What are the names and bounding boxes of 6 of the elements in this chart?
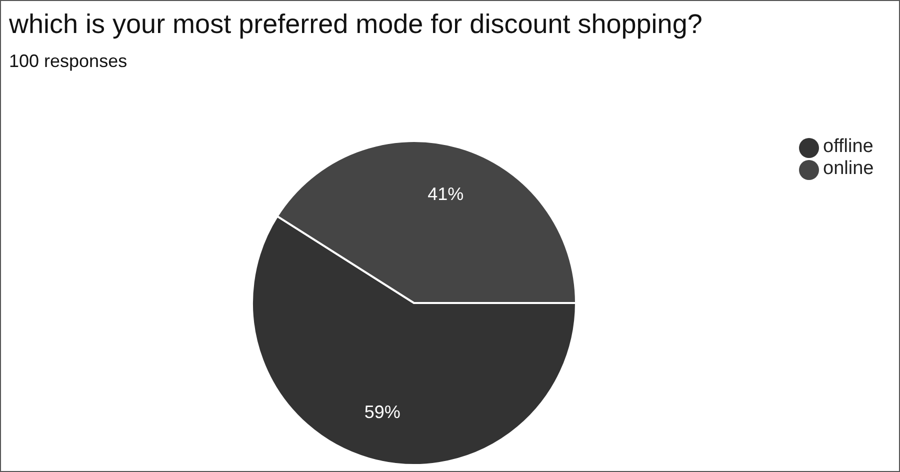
data-label: 41% [428, 184, 464, 204]
legend-label: offline [823, 136, 874, 157]
data-label: 59% [364, 402, 400, 422]
chart-title: which is your most preferred mode for discount shopping? [9, 9, 702, 40]
text: 100 responses [9, 51, 128, 72]
legend-label: online [823, 158, 874, 179]
